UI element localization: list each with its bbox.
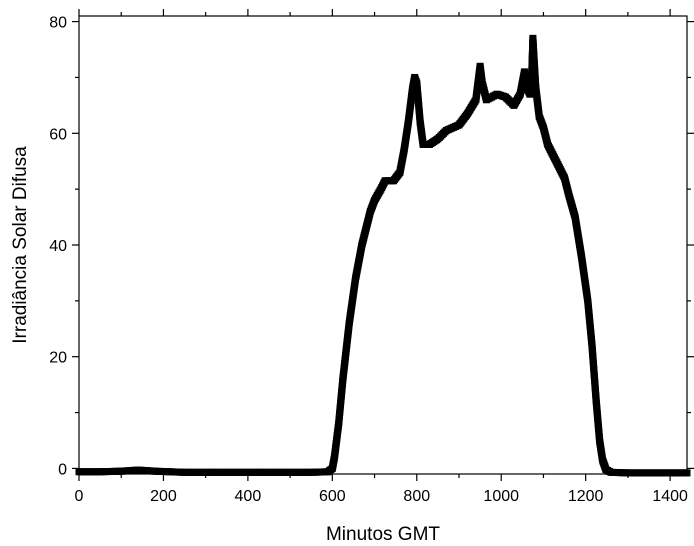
x-tick-label: 1200 xyxy=(568,488,604,505)
x-tick-label: 1400 xyxy=(652,488,688,505)
x-axis-title: Minutos GMT xyxy=(326,524,440,545)
tick-labels: 0 200 400 600 800 1000 1200 1400 0 20 40 60 80 xyxy=(49,15,688,505)
y-axis-title: Irradiância Solar Difusa xyxy=(10,146,31,344)
x-tick-label: 800 xyxy=(403,488,430,505)
x-tick-label: 200 xyxy=(150,488,177,505)
data-marks xyxy=(75,34,691,477)
x-tick-label: 600 xyxy=(319,488,346,505)
y-tick-label: 60 xyxy=(49,126,67,143)
axis-ticks xyxy=(72,9,694,481)
x-tick-label: 1000 xyxy=(483,488,519,505)
x-tick-label: 400 xyxy=(235,488,262,505)
y-tick-label: 0 xyxy=(58,461,67,478)
plot-frame xyxy=(78,15,688,475)
x-tick-label: 0 xyxy=(75,488,84,505)
y-tick-label: 20 xyxy=(49,350,67,367)
y-tick-label: 40 xyxy=(49,238,67,255)
y-tick-label: 80 xyxy=(49,15,67,32)
